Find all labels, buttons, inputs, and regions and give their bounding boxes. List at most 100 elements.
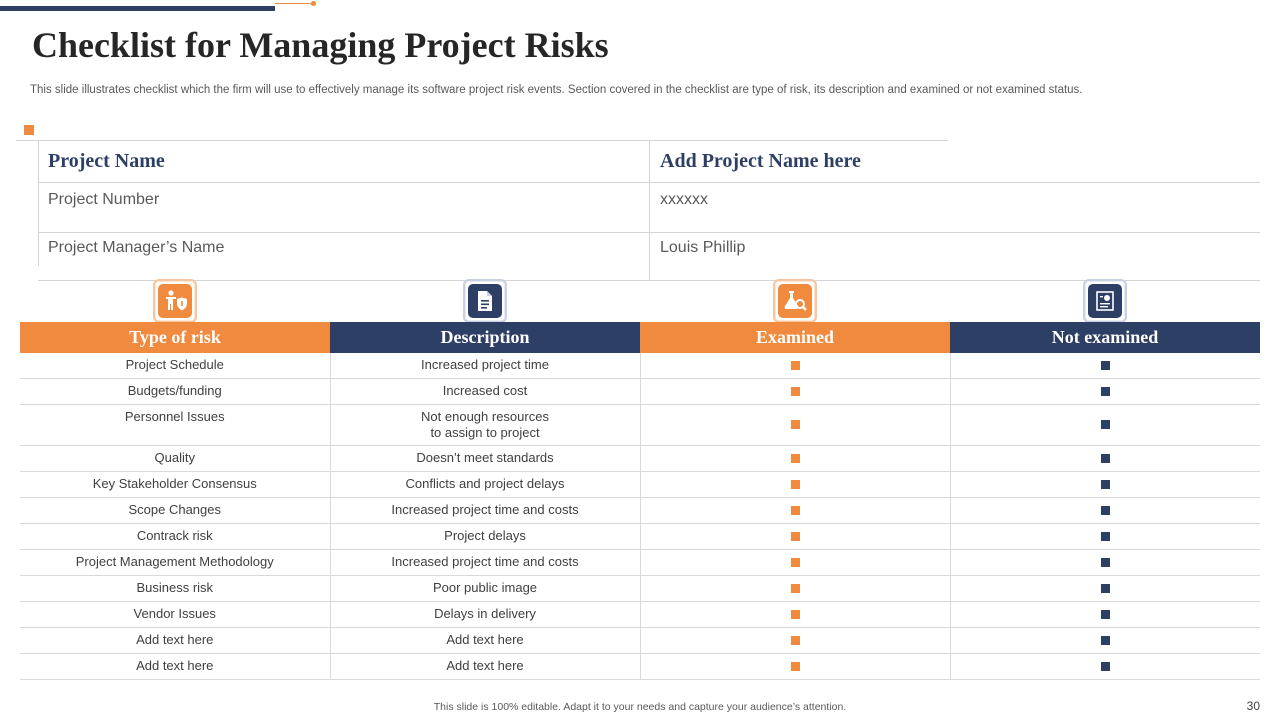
table-row: Vendor Issues Delays in delivery	[20, 601, 1260, 628]
risk-checklist-table: Type of risk Description Examined Not ex…	[20, 322, 1260, 680]
project-name-label: Project Name	[38, 141, 650, 183]
examined-cell	[640, 497, 951, 524]
table-row: Project Schedule Increased project time	[20, 353, 1260, 379]
examined-checkbox[interactable]	[790, 557, 800, 567]
header-not-examined: Not examined	[950, 322, 1260, 353]
examined-checkbox[interactable]	[790, 505, 800, 515]
decor-square	[24, 125, 34, 135]
not-examined-checkbox[interactable]	[1100, 635, 1110, 645]
slide-title: Checklist for Managing Project Risks	[32, 25, 609, 65]
risk-table-header-row: Type of risk Description Examined Not ex…	[20, 322, 1260, 353]
document-icon	[463, 279, 507, 323]
header-description: Description	[330, 322, 640, 353]
risk-table-body: Project Schedule Increased project time Bu…	[20, 353, 1260, 680]
risk-description-cell: Project delays	[330, 523, 641, 550]
examined-checkbox[interactable]	[790, 386, 800, 396]
examined-checkbox[interactable]	[790, 583, 800, 593]
worker-shield-icon	[153, 279, 197, 323]
table-row: Add text here Add text here	[20, 653, 1260, 680]
slide-subtitle: This slide illustrates checklist which t…	[30, 84, 1083, 96]
not-examined-cell	[950, 549, 1260, 576]
project-info-row: Project Manager’s Name Louis Phillip	[38, 232, 1260, 281]
examined-checkbox[interactable]	[790, 609, 800, 619]
not-examined-cell	[950, 497, 1260, 524]
risk-description-cell: Increased project time and costs	[330, 497, 641, 524]
header-examined: Examined	[640, 322, 950, 353]
risk-type-cell: Contrack risk	[20, 523, 331, 550]
examined-checkbox[interactable]	[790, 635, 800, 645]
not-examined-cell	[950, 601, 1260, 628]
risk-type-cell: Quality	[20, 445, 331, 472]
not-examined-checkbox[interactable]	[1100, 360, 1110, 370]
project-info-table: Project Name Add Project Name here Proje…	[38, 141, 1260, 281]
examined-checkbox[interactable]	[790, 453, 800, 463]
not-examined-cell	[950, 378, 1260, 405]
top-accent-dot	[311, 1, 316, 6]
risk-description-cell: Increased project time and costs	[330, 549, 641, 576]
risk-type-cell: Project Schedule	[20, 353, 331, 379]
examined-cell	[640, 378, 951, 405]
risk-type-cell: Personnel Issues	[20, 404, 331, 446]
risk-type-cell: Project Management Methodology	[20, 549, 331, 576]
page-number: 30	[1246, 699, 1260, 713]
examined-cell	[640, 601, 951, 628]
decor-line-horizontal	[16, 140, 948, 141]
not-examined-checkbox[interactable]	[1100, 479, 1110, 489]
risk-description-cell: Add text here	[330, 627, 641, 654]
risk-description-cell: Add text here	[330, 653, 641, 680]
not-examined-checkbox[interactable]	[1100, 453, 1110, 463]
project-number-label: Project Number	[38, 182, 650, 233]
table-row: Contrack risk Project delays	[20, 523, 1260, 550]
not-examined-cell	[950, 445, 1260, 472]
examined-checkbox[interactable]	[790, 531, 800, 541]
risk-type-cell: Budgets/funding	[20, 378, 331, 405]
risk-type-cell: Add text here	[20, 653, 331, 680]
footer-note: This slide is 100% editable. Adapt it to…	[433, 701, 847, 713]
not-examined-checkbox[interactable]	[1100, 661, 1110, 671]
table-row: Project Management Methodology Increased …	[20, 549, 1260, 576]
risk-description-cell: Increased cost	[330, 378, 641, 405]
risk-type-cell: Key Stakeholder Consensus	[20, 471, 331, 498]
examined-checkbox[interactable]	[790, 661, 800, 671]
project-info-row: Project Number xxxxxx	[38, 182, 1260, 233]
table-row: Scope Changes Increased project time and …	[20, 497, 1260, 524]
examined-cell	[640, 404, 951, 446]
not-examined-checkbox[interactable]	[1100, 505, 1110, 515]
risk-type-cell: Add text here	[20, 627, 331, 654]
risk-type-cell: Business risk	[20, 575, 331, 602]
top-accent-line	[275, 3, 313, 4]
table-row: Personnel Issues Not enough resources to …	[20, 404, 1260, 446]
project-manager-label: Project Manager’s Name	[38, 232, 650, 281]
not-examined-checkbox[interactable]	[1100, 609, 1110, 619]
table-row: Quality Doesn’t meet standards	[20, 445, 1260, 472]
not-examined-checkbox[interactable]	[1100, 557, 1110, 567]
table-row: Budgets/funding Increased cost	[20, 378, 1260, 405]
examined-checkbox[interactable]	[790, 479, 800, 489]
risk-description-cell: Increased project time	[330, 353, 641, 379]
not-examined-cell	[950, 627, 1260, 654]
project-name-value: Add Project Name here	[649, 141, 1260, 183]
header-type-of-risk: Type of risk	[20, 322, 330, 353]
examined-checkbox[interactable]	[790, 360, 800, 370]
not-examined-cell	[950, 523, 1260, 550]
not-examined-checkbox[interactable]	[1100, 386, 1110, 396]
not-examined-cell	[950, 404, 1260, 446]
not-examined-checkbox[interactable]	[1100, 531, 1110, 541]
not-examined-checkbox[interactable]	[1100, 583, 1110, 593]
examined-cell	[640, 627, 951, 654]
certificate-icon	[1083, 279, 1127, 323]
project-manager-value: Louis Phillip	[649, 232, 1260, 281]
examined-cell	[640, 549, 951, 576]
risk-description-cell: Doesn’t meet standards	[330, 445, 641, 472]
not-examined-cell	[950, 575, 1260, 602]
examined-checkbox[interactable]	[790, 420, 800, 429]
risk-description-cell: Delays in delivery	[330, 601, 641, 628]
examined-cell	[640, 575, 951, 602]
not-examined-cell	[950, 471, 1260, 498]
examined-cell	[640, 471, 951, 498]
not-examined-checkbox[interactable]	[1100, 420, 1110, 429]
not-examined-cell	[950, 353, 1260, 379]
examined-cell	[640, 653, 951, 680]
table-row: Add text here Add text here	[20, 627, 1260, 654]
risk-description-cell: Not enough resources to assign to projec…	[330, 404, 641, 446]
